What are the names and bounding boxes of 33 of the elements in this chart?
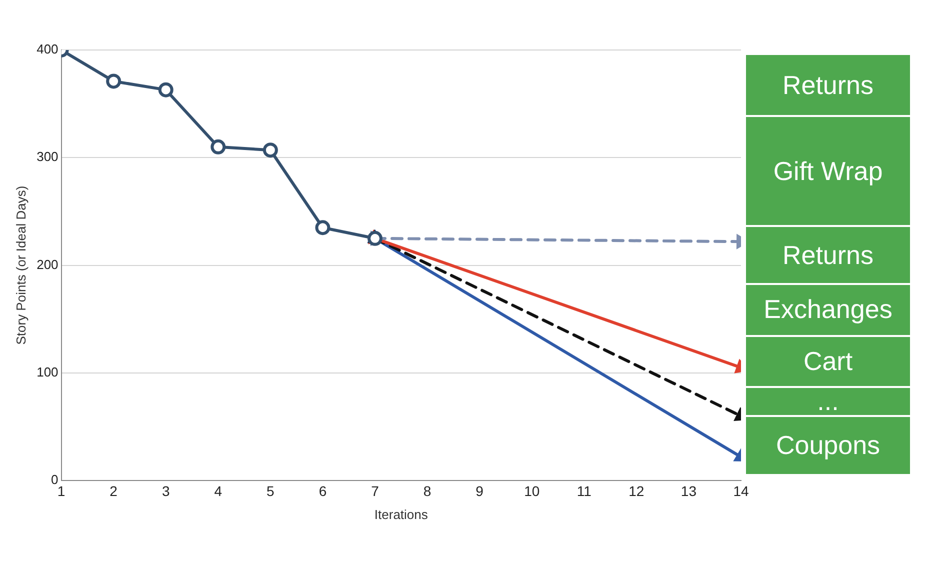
x-tick-label: 10 bbox=[524, 482, 540, 499]
x-tick-label: 1 bbox=[57, 482, 66, 499]
point bbox=[210, 139, 226, 154]
text: Returns bbox=[745, 54, 911, 116]
x-tick-label: 8 bbox=[423, 482, 432, 499]
text: ... bbox=[745, 386, 911, 416]
y-axis-title: Story Points (or Ideal Days) bbox=[13, 186, 28, 345]
x-tick-label: 12 bbox=[628, 482, 644, 499]
text: Gift Wrap bbox=[745, 116, 911, 226]
text: Coupons bbox=[745, 416, 911, 475]
x-tick-label: 11 bbox=[576, 482, 592, 499]
y-tick-label: 400 bbox=[36, 42, 58, 57]
y-tick-label: 0 bbox=[51, 472, 58, 488]
x-tick-label: 4 bbox=[214, 482, 222, 499]
point bbox=[158, 82, 174, 98]
point bbox=[262, 142, 278, 158]
y-tick-label: 200 bbox=[36, 256, 58, 272]
x-tick-label: 9 bbox=[476, 482, 484, 499]
x-axis-title: Iterations bbox=[374, 506, 428, 522]
text: Exchanges bbox=[745, 284, 911, 336]
point bbox=[106, 74, 122, 89]
x-tick-label: 13 bbox=[680, 482, 697, 499]
text: Returns bbox=[745, 226, 911, 284]
x-tick-label: 7 bbox=[371, 482, 380, 499]
x-tick-label: 14 bbox=[733, 482, 749, 499]
x-tick-label: 3 bbox=[162, 482, 170, 499]
x-tick-label: 6 bbox=[318, 482, 327, 499]
point bbox=[315, 220, 330, 236]
x-tick-label: 2 bbox=[110, 482, 118, 499]
y-tick-label: 300 bbox=[36, 149, 58, 164]
x-tick-label: 5 bbox=[266, 482, 275, 499]
text: Cart bbox=[745, 336, 911, 387]
y-tick-label: 100 bbox=[36, 364, 58, 380]
